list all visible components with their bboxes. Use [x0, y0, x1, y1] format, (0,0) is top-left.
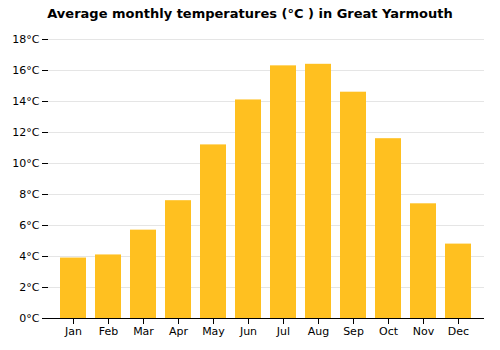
svg-text:May: May — [202, 325, 225, 338]
svg-text:Feb: Feb — [99, 325, 118, 338]
svg-text:Jan: Jan — [64, 325, 82, 338]
svg-text:10°C: 10°C — [12, 157, 39, 170]
svg-text:Jul: Jul — [276, 325, 290, 338]
html-text:Average monthly temperatures (: Average monthly temperatures (°C ) in Gr… — [47, 6, 453, 21]
svg-text:2°C: 2°C — [19, 281, 39, 294]
svg-text:Sep: Sep — [343, 325, 364, 338]
svg-text:Dec: Dec — [448, 325, 469, 338]
svg-text:16°C: 16°C — [12, 64, 39, 77]
svg-text:14°C: 14°C — [12, 95, 39, 108]
svg-text:Apr: Apr — [169, 325, 189, 338]
svg-text:4°C: 4°C — [19, 250, 39, 263]
svg-text:18°C: 18°C — [12, 33, 39, 46]
svg-text:Mar: Mar — [133, 325, 154, 338]
svg-text:6°C: 6°C — [19, 219, 39, 232]
svg-text:Jun: Jun — [239, 325, 257, 338]
svg-text:Aug: Aug — [308, 325, 329, 338]
svg-text:8°C: 8°C — [19, 188, 39, 201]
svg-text:Nov: Nov — [413, 325, 435, 338]
svg-text:Oct: Oct — [379, 325, 399, 338]
svg-text:0°C: 0°C — [19, 312, 39, 325]
svg-text:12°C: 12°C — [12, 126, 39, 139]
